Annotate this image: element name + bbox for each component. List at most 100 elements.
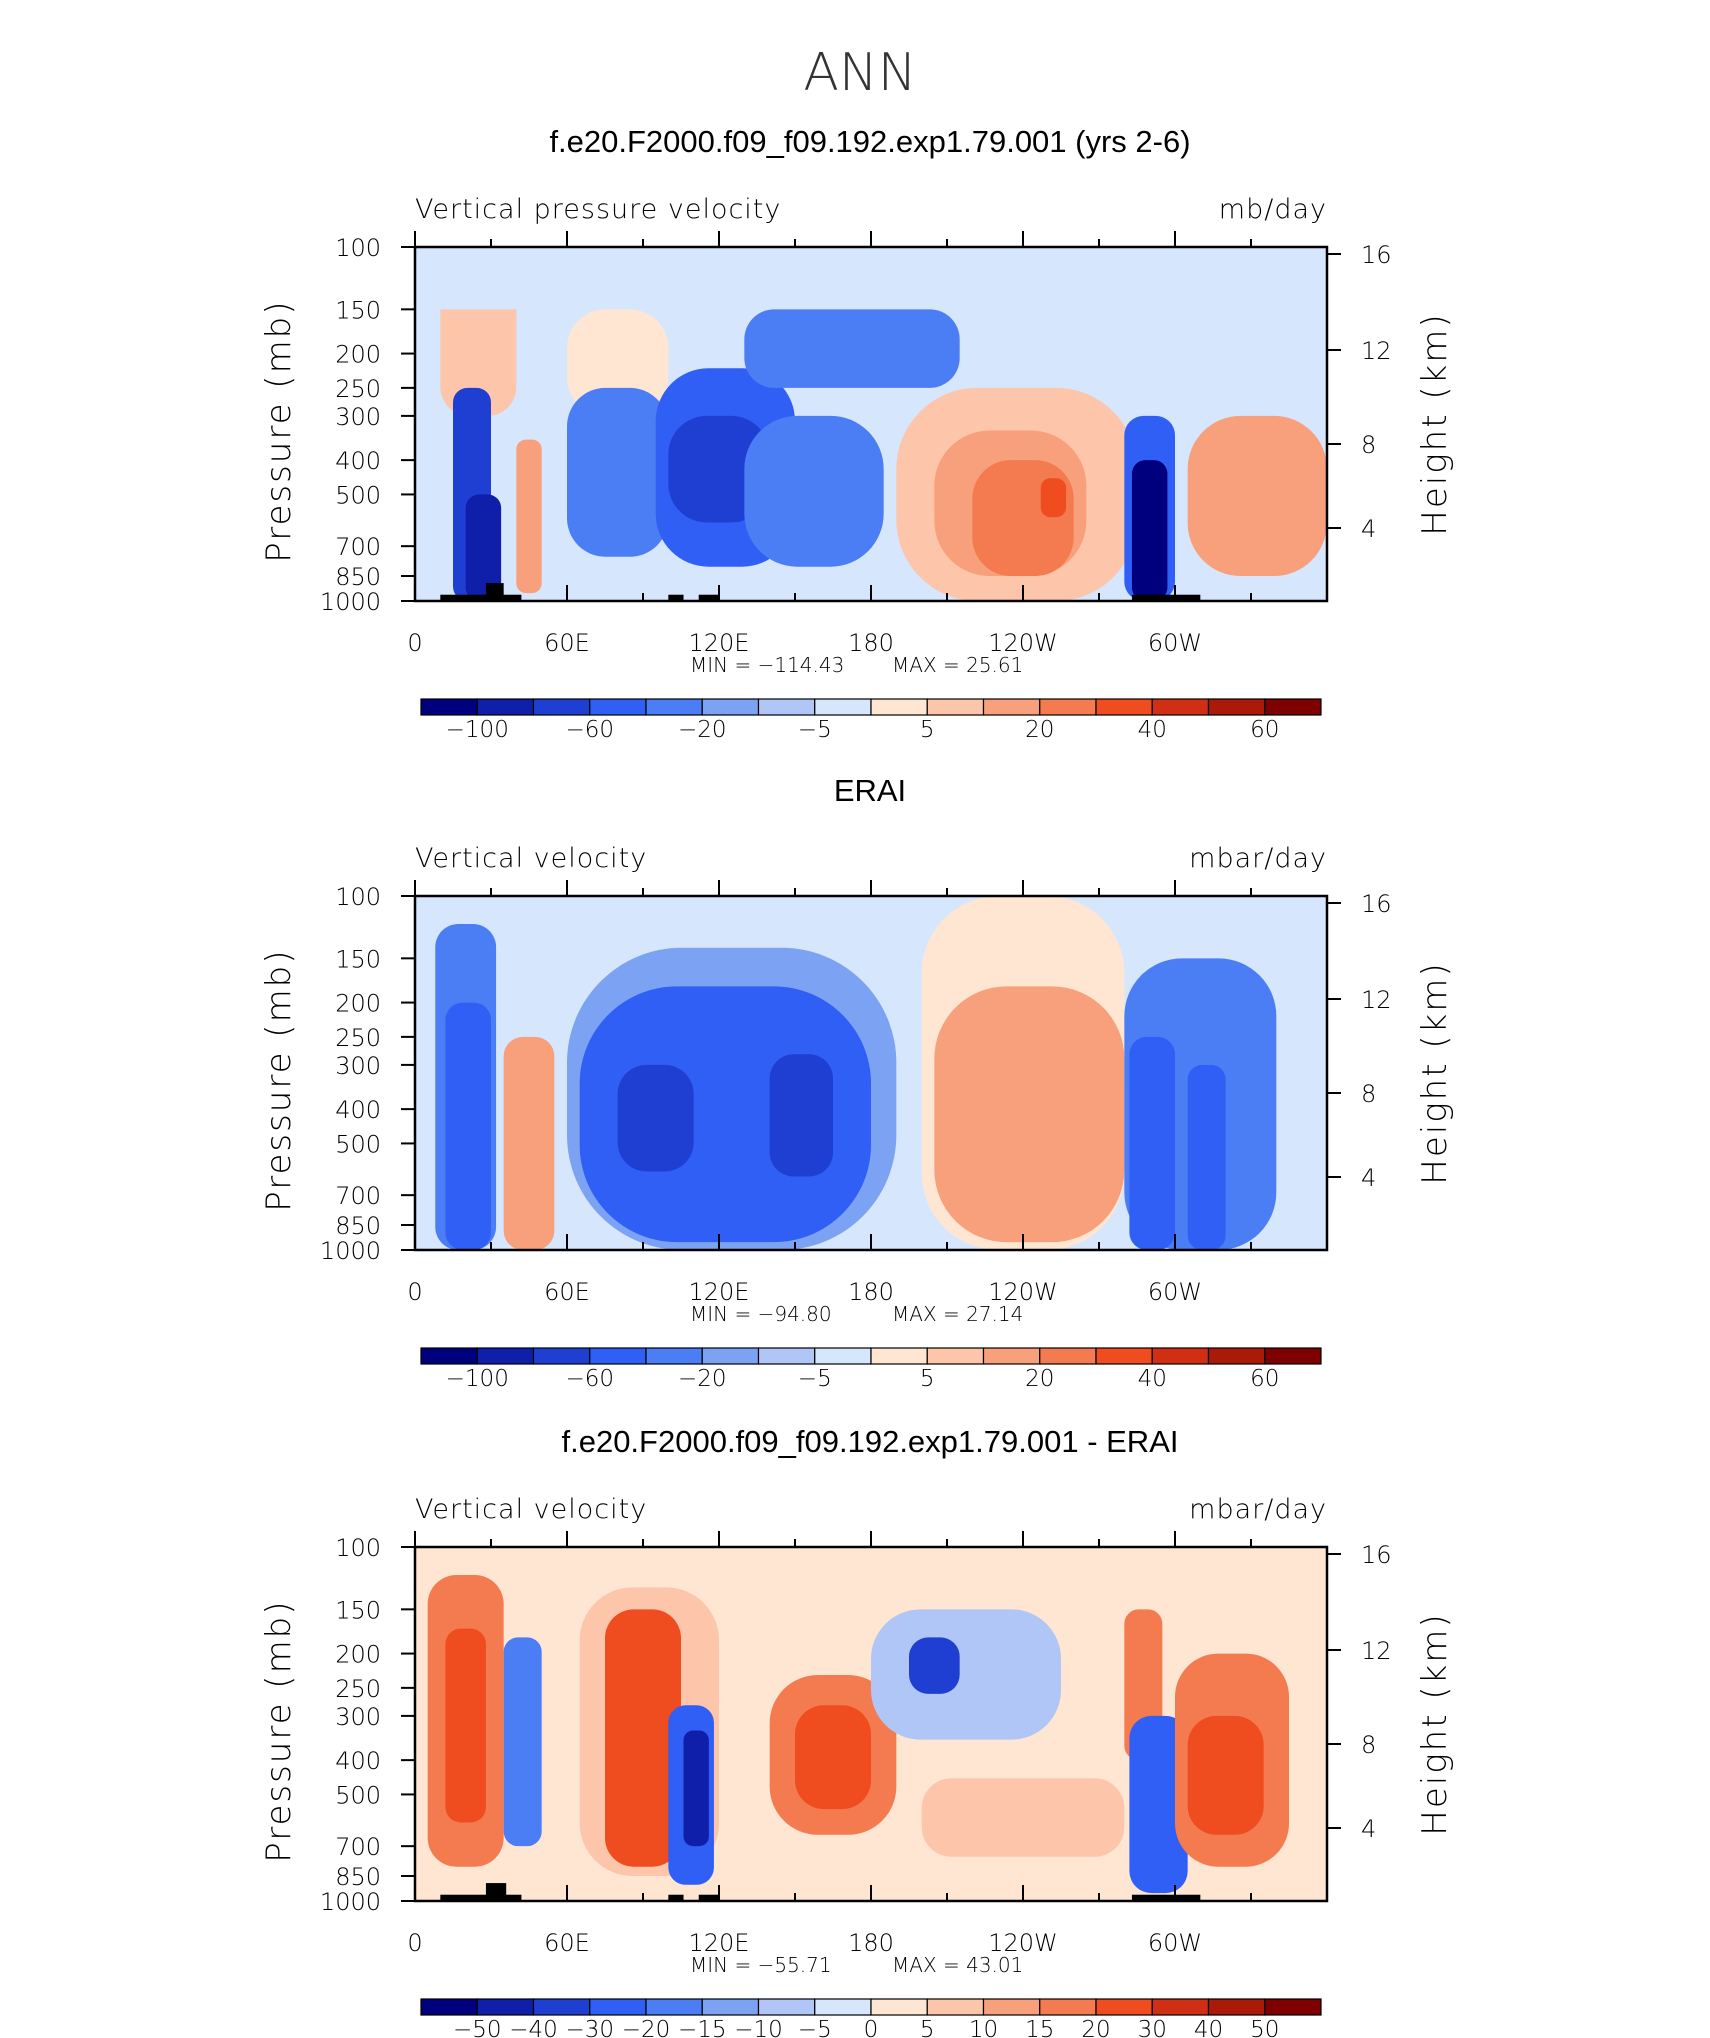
colorbar-box <box>589 1998 647 2016</box>
topography-mask <box>485 1883 507 1901</box>
colorbar-box <box>645 1998 703 2016</box>
colorbar-label: 40 <box>1138 1366 1167 1392</box>
colorbar-label: 0 <box>864 2017 879 2038</box>
colorbar-label: 20 <box>1081 2017 1110 2038</box>
colorbar-label: 20 <box>1025 717 1054 743</box>
colorbar-box <box>757 1998 816 2016</box>
colorbar-box <box>1095 1347 1153 1365</box>
colorbar-box <box>1207 698 1266 716</box>
x-tick-label: 120E <box>689 629 750 657</box>
contour-field <box>415 247 1327 601</box>
colorbar: −100 −60 −20 −5 5 20 40 60 <box>420 698 1322 743</box>
y-right-tick-label: 12 <box>1361 986 1392 1014</box>
colorbar-box <box>1039 1998 1097 2016</box>
min-label: MIN = −55.71 <box>690 1953 832 1977</box>
y-tick-label: 400 <box>335 1096 381 1124</box>
max-label: MAX = 25.61 <box>892 653 1023 677</box>
colorbar-label: 5 <box>920 2017 935 2038</box>
contour-region <box>909 1637 960 1694</box>
colorbar-box <box>757 698 816 716</box>
variable-label: Vertical pressure velocity <box>415 194 781 225</box>
season-title: ANN <box>803 43 916 103</box>
colorbar-label: −100 <box>446 717 509 743</box>
colorbar-box <box>926 1347 985 1365</box>
colorbar-label: 40 <box>1138 717 1167 743</box>
min-label: MIN = −114.43 <box>690 653 844 677</box>
contour-region <box>516 439 542 594</box>
colorbar-box <box>532 1998 591 2016</box>
y-right-axis-label: Height (km) <box>1415 961 1455 1184</box>
colorbar-label: −50 <box>453 2017 502 2038</box>
topography-mask <box>1131 1894 1201 1901</box>
y-tick-label: 200 <box>335 990 381 1018</box>
colorbar-label: 60 <box>1250 717 1279 743</box>
colorbar-label: 5 <box>920 717 935 743</box>
colorbar-box <box>701 1347 760 1365</box>
colorbar-label: −60 <box>565 1366 614 1392</box>
colorbar-label: −100 <box>446 1366 509 1392</box>
y-tick-label: 700 <box>335 1833 381 1861</box>
colorbar-label: 40 <box>1194 2017 1223 2038</box>
y-tick-label: 100 <box>335 234 381 262</box>
panel-title: f.e20.F2000.f09_f09.192.exp1.79.001 - ER… <box>561 1424 1178 1459</box>
y-tick-label: 1000 <box>320 588 381 616</box>
colorbar-box <box>814 1347 872 1365</box>
y-tick-label: 1000 <box>320 1888 381 1916</box>
x-tick-label: 60W <box>1148 629 1202 657</box>
colorbar-label: −15 <box>678 2017 727 2038</box>
colorbar-box <box>757 1347 816 1365</box>
y-tick-label: 1000 <box>320 1237 381 1265</box>
panel-3: f.e20.F2000.f09_f09.192.exp1.79.001 - ER… <box>259 1424 1455 2038</box>
y-right-tick-label: 12 <box>1361 1637 1392 1665</box>
contour-region <box>795 1705 871 1810</box>
colorbar-box <box>1151 1347 1210 1365</box>
colorbar-label: 50 <box>1250 2017 1279 2038</box>
contour-region <box>972 460 1074 577</box>
colorbar-box <box>814 698 872 716</box>
contour-region <box>1187 1064 1226 1250</box>
colorbar-box <box>814 1998 872 2016</box>
x-tick-label: 0 <box>407 1278 422 1306</box>
y-tick-label: 150 <box>335 1596 381 1624</box>
x-tick-label: 120W <box>988 1278 1058 1306</box>
colorbar-label: 5 <box>920 1366 935 1392</box>
y-right-tick-label: 8 <box>1361 1731 1376 1759</box>
x-tick-label: 60W <box>1148 1929 1202 1957</box>
y-right-tick-label: 16 <box>1361 890 1392 918</box>
y-tick-label: 500 <box>335 1781 381 1809</box>
colorbar-box <box>870 698 928 716</box>
y-tick-label: 500 <box>335 1130 381 1158</box>
panel-1: f.e20.F2000.f09_f09.192.exp1.79.001 (yrs… <box>259 124 1455 743</box>
colorbar-box <box>420 698 478 716</box>
colorbar-box <box>1264 1998 1322 2016</box>
y-axis-label: Pressure (mb) <box>259 299 299 562</box>
y-right-tick-label: 4 <box>1361 1815 1376 1843</box>
y-tick-label: 400 <box>335 447 381 475</box>
panels: f.e20.F2000.f09_f09.192.exp1.79.001 (yrs… <box>259 124 1455 2038</box>
y-tick-label: 400 <box>335 1747 381 1775</box>
y-tick-label: 300 <box>335 1703 381 1731</box>
contour-region <box>1187 415 1327 577</box>
colorbar-box <box>1039 698 1097 716</box>
x-tick-label: 60W <box>1148 1278 1202 1306</box>
y-right-tick-label: 8 <box>1361 1080 1376 1108</box>
contour-region <box>445 1628 486 1823</box>
contour-region <box>415 896 1327 937</box>
contour-region <box>1131 460 1168 601</box>
contour-region <box>503 1637 542 1847</box>
colorbar-box <box>1095 698 1153 716</box>
colorbar-label: −20 <box>678 1366 727 1392</box>
contour-region <box>567 309 669 416</box>
x-tick-label: 180 <box>848 1929 894 1957</box>
y-tick-label: 700 <box>335 1182 381 1210</box>
topography-mask <box>698 1894 719 1901</box>
colorbar-box <box>532 698 591 716</box>
y-right-tick-label: 16 <box>1361 241 1392 269</box>
colorbar-box <box>982 698 1041 716</box>
colorbar-label: −30 <box>565 2017 614 2038</box>
contour-region <box>1187 1715 1264 1835</box>
y-right-axis-label: Height (km) <box>1415 312 1455 535</box>
colorbar-box <box>420 1998 478 2016</box>
colorbar-box <box>982 1998 1041 2016</box>
